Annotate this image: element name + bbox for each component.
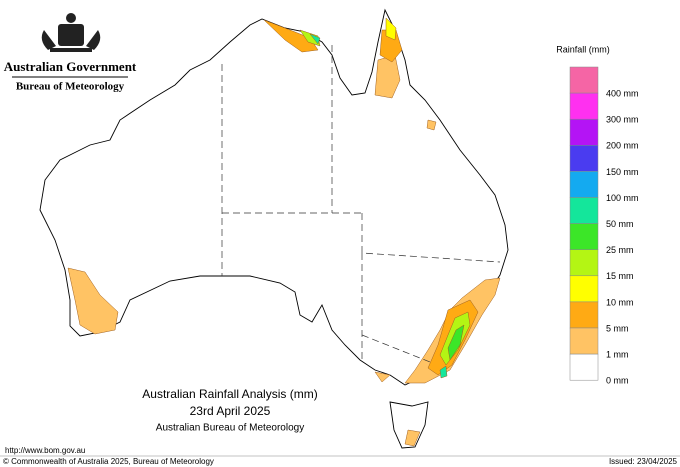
legend-label: 25 mm: [606, 245, 634, 255]
map-date: 23rd April 2025: [190, 404, 271, 418]
legend-swatch: [569, 223, 599, 250]
legend-swatch: [569, 66, 599, 94]
legend-swatch: [569, 197, 599, 224]
copyright: © Commonwealth of Australia 2025, Bureau…: [3, 457, 214, 466]
legend-label: 10 mm: [606, 297, 634, 307]
legend-swatch: [569, 327, 599, 355]
mainland-outline: [39, 8, 509, 386]
legend-label: 5 mm: [606, 323, 629, 333]
tasmania-outline: [389, 401, 429, 449]
government-name: Australian Government: [4, 59, 137, 74]
legend-title: Rainfall (mm): [556, 44, 610, 54]
legend-label: 300 mm: [606, 115, 639, 125]
map-title: Australian Rainfall Analysis (mm): [142, 387, 317, 401]
agency-name: Bureau of Meteorology: [16, 81, 125, 93]
legend-label: 0 mm: [606, 376, 629, 386]
legend-swatch: [569, 118, 599, 146]
state-borders: [221, 45, 501, 363]
legend-label: 1 mm: [606, 349, 629, 359]
legend-swatch: [569, 92, 599, 120]
issued: Issued: 23/04/2025: [609, 457, 678, 466]
crest: [41, 13, 101, 52]
legend-label: 15 mm: [606, 271, 634, 281]
legend-swatch: [569, 171, 599, 198]
rainfall-areas: [67, 17, 501, 447]
legend-label: 150 mm: [606, 167, 639, 177]
legend-swatch: [569, 301, 599, 329]
legend-swatch: [569, 353, 599, 381]
legend-label: 100 mm: [606, 193, 639, 203]
legend-label: 400 mm: [606, 88, 639, 98]
legend-label: 200 mm: [606, 141, 639, 151]
legend-label: 50 mm: [606, 219, 634, 229]
legend: Rainfall (mm) 400 mm 300 mm 200 mm 150 mm 10…: [556, 44, 638, 385]
legend-swatch: [569, 275, 599, 303]
url: http://www.bom.gov.au: [5, 446, 85, 455]
legend-swatch: [569, 249, 599, 277]
map-source: Australian Bureau of Meteorology: [156, 423, 304, 434]
legend-swatch: [569, 145, 599, 172]
